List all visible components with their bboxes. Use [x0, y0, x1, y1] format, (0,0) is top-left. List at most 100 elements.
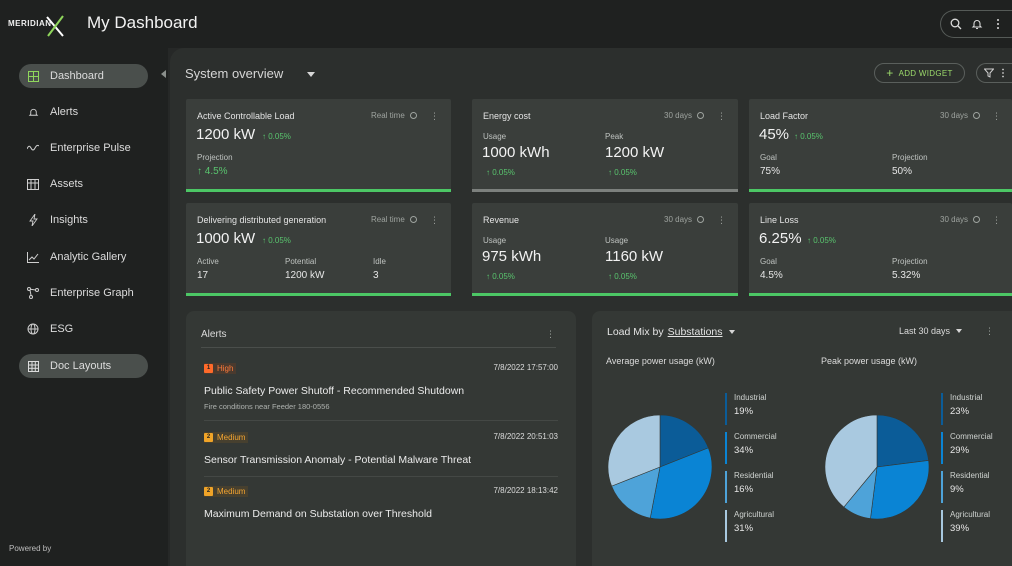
add-widget-button[interactable]: + ADD WIDGET: [874, 63, 965, 83]
line-chart-icon: [27, 251, 39, 263]
legend-item-industrial: Industrial 19%: [725, 393, 766, 425]
pie-slice-commercial[interactable]: [870, 460, 930, 520]
info-icon[interactable]: [697, 112, 705, 119]
pie-slice-residential[interactable]: [611, 466, 661, 519]
filter-button[interactable]: [976, 63, 1012, 83]
sidebar-item-doc-layouts[interactable]: Doc Layouts: [19, 354, 148, 378]
legend-item-agricultural: Agricultural 39%: [941, 510, 990, 542]
sidebar-item-enterprise-graph[interactable]: Enterprise Graph: [19, 281, 148, 305]
col1-label: Active: [197, 257, 219, 266]
legend-value: 34%: [734, 445, 754, 456]
col2-value: 1200 kW: [605, 144, 665, 161]
pie-slice-agricultural[interactable]: [607, 414, 661, 487]
legend-item-agricultural: Agricultural 31%: [725, 510, 774, 542]
card-delta: ↑ 0.05%: [262, 236, 291, 245]
sidebar-item-label: Alerts: [50, 106, 79, 118]
card-load-factor[interactable]: Load Factor 30 days ⋮ 45% ↑ 0.05% Goal 7…: [749, 99, 1012, 192]
legend-item-residential: Residential 9%: [941, 471, 990, 503]
section-title[interactable]: System overview: [185, 66, 284, 81]
search-icon[interactable]: [948, 16, 964, 32]
legend-label: Residential: [734, 471, 774, 480]
load-mix-title[interactable]: Load Mix by Substations: [607, 326, 735, 338]
sub-label: Projection: [197, 153, 233, 162]
average-usage-pie[interactable]: [607, 414, 713, 520]
severity-label: Medium: [217, 433, 246, 442]
pie-slice-industrial[interactable]: [659, 414, 709, 468]
severity-badge: 2 Medium: [204, 486, 249, 497]
date-range-select[interactable]: Last 30 days: [899, 326, 963, 336]
sidebar-item-assets[interactable]: Assets: [19, 172, 148, 196]
card-delivering-distributed-generation[interactable]: Delivering distributed generation Real t…: [186, 203, 451, 296]
chevron-down-icon[interactable]: [307, 72, 315, 77]
col2-delta: ↑ 0.05%: [608, 272, 637, 281]
sidebar-item-dashboard[interactable]: Dashboard: [19, 64, 148, 88]
sidebar-item-label: Assets: [50, 178, 84, 190]
legend-item-residential: Residential 16%: [725, 471, 774, 503]
peak-usage-pie[interactable]: [824, 414, 930, 520]
globe-icon: [27, 323, 39, 335]
more-vertical-icon[interactable]: ⋮: [546, 329, 555, 339]
status-bar: [749, 189, 1012, 192]
sidebar-item-analytic-gallery[interactable]: Analytic Gallery: [19, 245, 148, 269]
filter-icon: [984, 68, 995, 78]
legend-value: 23%: [950, 406, 970, 417]
sidebar-item-enterprise-pulse[interactable]: Enterprise Pulse: [19, 136, 148, 160]
more-vertical-icon[interactable]: ⋮: [430, 215, 439, 225]
col2-label: Usage: [605, 236, 629, 245]
pulse-icon: [27, 142, 39, 154]
alert-item[interactable]: 2 Medium 7/8/2022 20:51:03 Sensor Transmi…: [204, 432, 558, 482]
sidebar-collapse-icon[interactable]: [161, 70, 166, 78]
graph-icon: [27, 287, 39, 299]
col2-label: Peak: [605, 132, 624, 141]
card-title: Line Loss: [760, 215, 799, 225]
pie-slice-industrial[interactable]: [876, 414, 929, 468]
card-delta: ↑ 0.05%: [794, 132, 823, 141]
bell-icon[interactable]: [969, 16, 985, 32]
date-range-label: Last 30 days: [899, 326, 951, 336]
more-vertical-icon[interactable]: ⋮: [992, 111, 1001, 121]
more-vertical-icon[interactable]: ⋮: [717, 111, 726, 121]
info-icon[interactable]: [409, 112, 417, 119]
info-icon[interactable]: [697, 216, 705, 223]
card-title: Active Controllable Load: [197, 111, 295, 121]
substations-link[interactable]: Substations: [667, 326, 723, 338]
more-vertical-icon[interactable]: [990, 16, 1006, 32]
more-vertical-icon[interactable]: ⋮: [985, 326, 994, 336]
card-active-controllable-load[interactable]: Active Controllable Load Real time ⋮ 120…: [186, 99, 451, 192]
pie-slice-agricultural[interactable]: [824, 414, 878, 508]
more-vertical-icon[interactable]: ⋮: [430, 111, 439, 121]
card-energy-cost[interactable]: Energy cost 30 days ⋮ Usage 1000 kWh ↑ 0…: [472, 99, 738, 192]
more-vertical-icon[interactable]: [1001, 68, 1005, 78]
more-vertical-icon[interactable]: ⋮: [717, 215, 726, 225]
card-timeframe: 30 days: [664, 215, 705, 224]
col1-value: 975 kWh: [482, 248, 542, 265]
logo[interactable]: MERIDIAN: [8, 12, 68, 38]
divider: [204, 420, 558, 421]
divider: [201, 347, 556, 348]
card-timeframe: 30 days: [940, 215, 981, 224]
legend-item-industrial: Industrial 23%: [941, 393, 982, 425]
card-line-loss[interactable]: Line Loss 30 days ⋮ 6.25% ↑ 0.05% Goal 4…: [749, 203, 1012, 296]
table-icon: [27, 360, 39, 372]
info-icon[interactable]: [973, 216, 981, 223]
card-timeframe: Real time: [371, 111, 417, 120]
col1-delta: ↑ 0.05%: [486, 168, 515, 177]
alert-item[interactable]: 1 High 7/8/2022 17:57:00 Public Safety Po…: [204, 363, 558, 423]
legend-value: 9%: [950, 484, 964, 495]
sidebar-item-esg[interactable]: ESG: [19, 317, 148, 341]
sidebar-item-insights[interactable]: Insights: [19, 208, 148, 232]
card-revenue[interactable]: Revenue 30 days ⋮ Usage 975 kWh ↑ 0.05% …: [472, 203, 738, 296]
card-delta: ↑ 0.05%: [807, 236, 836, 245]
legend-label: Residential: [950, 471, 990, 480]
sidebar-item-alerts[interactable]: Alerts: [19, 100, 148, 124]
card-value: 1200 kW: [196, 126, 256, 143]
chevron-down-icon[interactable]: [728, 330, 735, 334]
alerts-title: Alerts: [201, 329, 227, 340]
chart-subtitle-peak: Peak power usage (kW): [821, 356, 918, 366]
pie-slice-commercial[interactable]: [649, 447, 713, 520]
more-vertical-icon[interactable]: ⋮: [992, 215, 1001, 225]
timeframe-label: Real time: [371, 111, 405, 120]
info-icon[interactable]: [973, 112, 981, 119]
alert-item[interactable]: 2 Medium 7/8/2022 18:13:42 Maximum Demand…: [204, 486, 558, 526]
info-icon[interactable]: [409, 216, 417, 223]
